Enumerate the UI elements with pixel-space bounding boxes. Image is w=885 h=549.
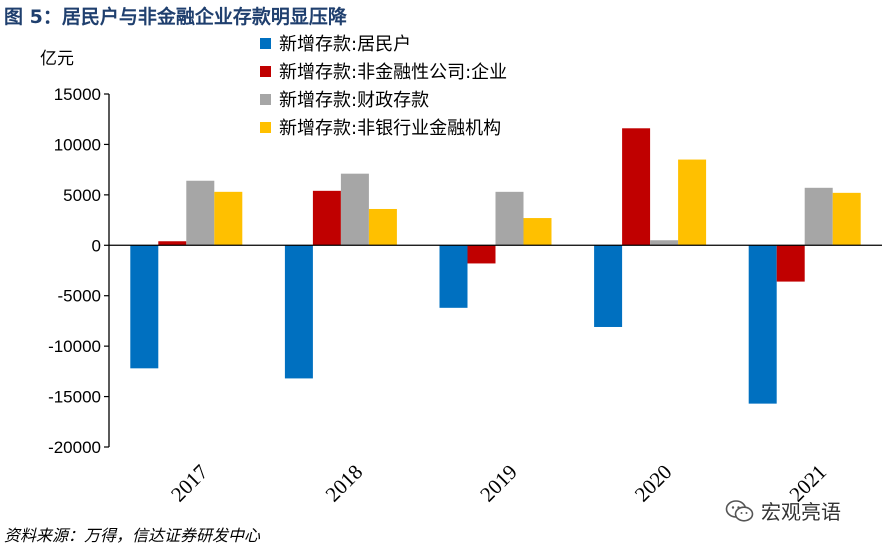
bar-2018-series-4	[368, 208, 397, 246]
legend-swatch	[260, 94, 271, 105]
y-unit-label: 亿元	[40, 49, 74, 69]
legend-swatch	[260, 38, 271, 49]
legend-label: 新增存款:居民户	[279, 34, 411, 55]
bar-2019-series-2	[467, 245, 496, 264]
bar-2020-series-3	[650, 240, 679, 246]
watermark-text: 宏观亮语	[761, 500, 841, 524]
source-note: 资料来源：万得，信达证券研发中心	[4, 526, 261, 545]
bar-2021-series-1	[748, 245, 777, 404]
legend-label: 新增存款:非银行业金融机构	[279, 118, 501, 139]
bar-2018-series-1	[284, 245, 313, 379]
bar-2017-series-3	[186, 180, 215, 246]
x-category-label: 2018	[321, 460, 368, 507]
y-tick-label: -10000	[48, 337, 101, 356]
wechat-icon	[725, 499, 755, 523]
bars-group	[130, 128, 861, 404]
y-tick-label: -5000	[58, 287, 101, 306]
bar-2019-series-3	[495, 191, 524, 246]
watermark: 宏观亮语	[725, 496, 841, 525]
bar-2021-series-4	[832, 192, 861, 246]
bar-2018-series-2	[312, 190, 341, 246]
legend-label: 新增存款:财政存款	[279, 90, 429, 111]
bar-2020-series-1	[594, 245, 623, 327]
y-tick-label: 5000	[63, 186, 101, 205]
x-category-label: 2019	[475, 460, 522, 507]
legend-swatch	[260, 66, 271, 77]
bar-2019-series-1	[439, 245, 468, 308]
y-tick-label: 0	[92, 236, 101, 255]
bar-2020-series-2	[622, 128, 651, 246]
x-category-label: 2017	[166, 460, 213, 507]
y-tick-label: 10000	[54, 135, 101, 154]
bar-2017-series-4	[214, 191, 243, 246]
legend-label: 新增存款:非金融性公司:企业	[279, 62, 507, 83]
bar-2018-series-3	[340, 173, 369, 246]
bar-2021-series-3	[804, 187, 833, 246]
y-tick-label: -20000	[48, 438, 101, 457]
legend-swatch	[260, 122, 271, 133]
figure-title: 图 5：居民户与非金融企业存款明显压降	[4, 6, 347, 28]
bar-2017-series-2	[158, 241, 187, 246]
y-tick-label: -15000	[48, 388, 101, 407]
bar-2020-series-4	[678, 159, 707, 246]
bar-2019-series-4	[523, 218, 552, 246]
x-category-label: 2020	[630, 460, 677, 507]
y-tick-label: 15000	[54, 85, 101, 104]
bar-2021-series-2	[776, 245, 805, 282]
legend: 新增存款:居民户新增存款:非金融性公司:企业新增存款:财政存款新增存款:非银行业…	[260, 34, 507, 139]
bar-2017-series-1	[130, 245, 159, 369]
